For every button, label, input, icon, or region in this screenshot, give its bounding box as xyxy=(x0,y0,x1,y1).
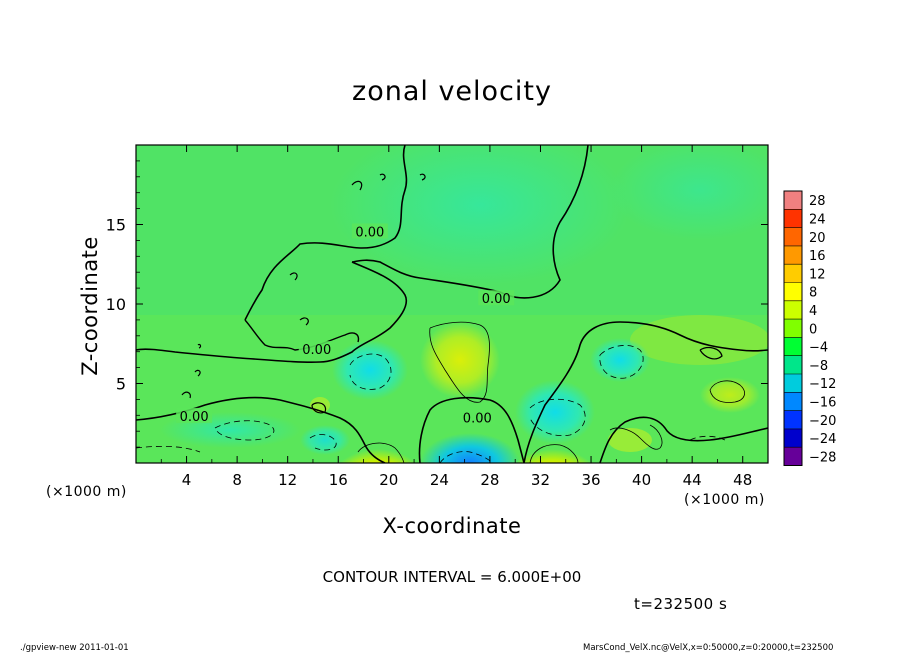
y-tick-label: 10 xyxy=(106,295,126,314)
contour-label: 0.00 xyxy=(302,343,331,358)
contour-label-bg xyxy=(351,223,388,239)
contour-label-bg xyxy=(176,407,213,423)
colorbar-label: 24 xyxy=(809,212,826,227)
contour-labels: 0.00 0.00 0.00 0.00 0.00 xyxy=(176,223,515,426)
x-axis-label: X-coordinate xyxy=(382,514,522,538)
x-tick-label: 12 xyxy=(278,471,297,489)
x-tick-label: 44 xyxy=(683,471,702,489)
colorbar-swatch xyxy=(784,209,802,228)
colorbar-label: 20 xyxy=(809,231,826,246)
colorbar-swatch xyxy=(784,374,802,393)
colorbar-swatch xyxy=(784,300,802,320)
time-label: t=232500 s xyxy=(634,595,728,613)
x-tick-label: 40 xyxy=(632,471,651,489)
colorbar-label: −4 xyxy=(809,341,828,356)
colorbar-label: 0 xyxy=(809,322,817,337)
contour-lines xyxy=(136,145,768,463)
contour-label: 0.00 xyxy=(180,410,209,425)
x-unit-label-right: (×1000 m) xyxy=(684,492,765,508)
x-axis: 4 8 12 16 20 24 28 32 36 40 44 48 xyxy=(160,145,752,489)
colorbar-swatch xyxy=(784,282,802,301)
colorbar-label: −20 xyxy=(809,414,836,429)
colorbar-label: −12 xyxy=(809,377,836,392)
contour-label: 0.00 xyxy=(463,411,492,426)
colorbar-label: −24 xyxy=(809,432,836,447)
colorbar-swatch xyxy=(784,355,802,374)
colorbar-swatch xyxy=(784,337,802,356)
colorbar-label: −16 xyxy=(809,395,836,410)
x-tick-label: 28 xyxy=(480,471,499,489)
colorbar-label: 12 xyxy=(809,267,826,282)
colorbar-swatch xyxy=(784,410,802,429)
x-tick-label: 16 xyxy=(329,471,348,489)
chart-title: zonal velocity xyxy=(352,76,552,107)
contour-label-bg xyxy=(459,409,496,425)
contour-label: 0.00 xyxy=(355,225,384,240)
colorbar-swatch xyxy=(784,447,802,466)
x-unit-label-left: (×1000 m) xyxy=(46,484,127,500)
x-tick-label: 20 xyxy=(379,471,398,489)
y-axis: 5 10 15 xyxy=(106,160,768,448)
y-tick-label: 5 xyxy=(116,375,126,394)
footer-program-date: ./gpview-new 2011-01-01 xyxy=(20,643,129,653)
x-tick-label: 32 xyxy=(531,471,550,489)
x-tick-label: 24 xyxy=(430,471,449,489)
colorbar-label: −28 xyxy=(809,450,836,465)
colorbar-swatch xyxy=(784,428,802,448)
contour-label-bg xyxy=(298,341,335,357)
contour-label: 0.00 xyxy=(482,292,511,307)
velocity-field xyxy=(136,145,768,463)
colorbar-label: −8 xyxy=(809,359,828,374)
colorbar-swatch xyxy=(784,191,802,210)
colorbar-label: 8 xyxy=(809,286,817,301)
y-axis-label: Z-coordinate xyxy=(78,236,102,376)
x-tick-label: 8 xyxy=(232,471,242,489)
footer-data-source: MarsCond_VelX.nc@VelX,x=0:50000,z=0:2000… xyxy=(583,643,834,653)
colorbar-label: 16 xyxy=(809,249,826,264)
colorbar-swatch xyxy=(784,245,802,265)
x-tick-label: 36 xyxy=(581,471,600,489)
colorbar-swatch xyxy=(784,227,802,246)
x-tick-label: 4 xyxy=(182,471,192,489)
colorbar: 28 24 20 16 12 8 4 0 −4 −8 −12 −16 −20 −24 −28 xyxy=(783,190,836,466)
contour-interval-text: CONTOUR INTERVAL = 6.000E+00 xyxy=(322,568,582,586)
x-tick-label: 48 xyxy=(733,471,752,489)
colorbar-swatch xyxy=(784,264,802,283)
contour-label-bg xyxy=(478,290,515,306)
colorbar-label: 28 xyxy=(809,194,826,209)
colorbar-label: 4 xyxy=(809,304,817,319)
colorbar-swatch xyxy=(784,392,802,411)
colorbar-swatch xyxy=(784,319,802,338)
y-tick-label: 15 xyxy=(106,216,126,235)
